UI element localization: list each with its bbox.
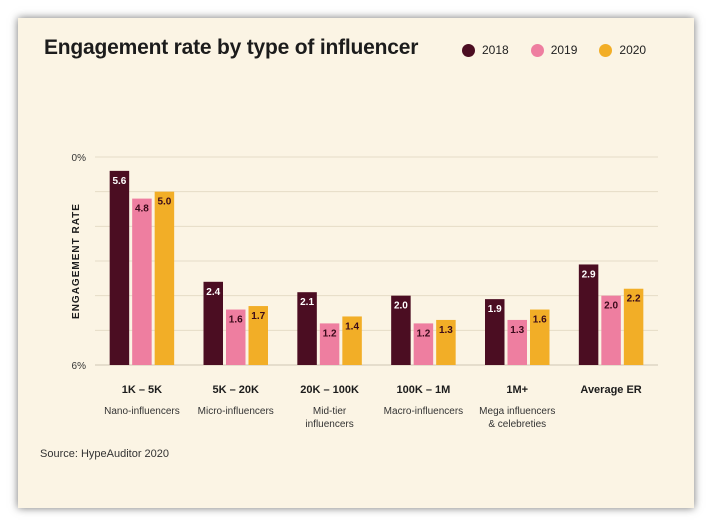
bar-2019 <box>507 319 527 365</box>
bar-value-label: 1.3 <box>439 325 453 336</box>
x-category-sublabel: Mid-tier <box>313 406 347 417</box>
x-category-label: 1K – 5K <box>122 384 162 396</box>
legend-swatch <box>599 43 613 57</box>
x-category-label: 100K – 1M <box>397 384 451 396</box>
chart-card <box>18 18 694 508</box>
bar-2019 <box>601 295 621 365</box>
legend-item-2020: 2020 <box>599 43 646 57</box>
bar-2020 <box>154 191 175 365</box>
bar-2019 <box>132 198 152 365</box>
bar-2020 <box>530 309 550 365</box>
bar-value-label: 5.6 <box>112 176 126 187</box>
x-category-sublabel: influencers <box>305 419 353 430</box>
legend-swatch <box>530 43 544 57</box>
bar-2019 <box>226 309 246 365</box>
legend-label: 2019 <box>550 43 578 57</box>
y-tick-label: 6% <box>72 361 87 372</box>
bar-value-label: 2.1 <box>300 297 314 308</box>
bar-value-label: 2.2 <box>627 294 641 305</box>
legend-item-2018: 2018 <box>462 43 509 57</box>
bar-2018 <box>203 281 223 365</box>
x-category-label: Average ER <box>580 384 641 396</box>
bar-2020 <box>623 288 644 365</box>
y-tick-label: 0% <box>72 153 87 164</box>
bar-value-label: 1.2 <box>416 328 430 339</box>
chart-source: Source: HypeAuditor 2020 <box>40 448 170 460</box>
legend-swatch <box>462 43 475 57</box>
legend-item-2019: 2019 <box>530 43 578 57</box>
bar-2020 <box>248 306 268 365</box>
bar-value-label: 1.3 <box>510 325 524 336</box>
x-category-label: 1M+ <box>506 384 528 396</box>
x-category-label: 20K – 100K <box>300 384 359 396</box>
x-category-sublabel: Mega influencers <box>479 406 555 417</box>
legend-label: 2020 <box>619 43 647 57</box>
bar-value-label: 1.4 <box>345 321 359 332</box>
bar-2018 <box>109 170 130 365</box>
chart-legend: 2018 2019 2020 <box>462 43 646 57</box>
chart-title: Engagement rate by type of influencer <box>44 36 419 59</box>
bar-value-label: 5.0 <box>157 197 171 208</box>
legend-label: 2018 <box>482 43 509 57</box>
bar-2018 <box>391 295 411 365</box>
bar-value-label: 1.6 <box>533 315 547 326</box>
bar-value-label: 1.7 <box>251 311 265 322</box>
bar-2019 <box>413 323 434 365</box>
bar-value-label: 4.8 <box>135 204 149 215</box>
x-category-sublabel: Micro-influencers <box>198 406 274 417</box>
x-category-sublabel: & celebreties <box>488 419 546 430</box>
bar-2020 <box>436 319 456 365</box>
bar-2018 <box>297 292 317 365</box>
bar-value-label: 2.0 <box>394 301 408 312</box>
bar-value-label: 1.6 <box>229 315 243 326</box>
x-category-sublabel: Nano-influencers <box>104 406 180 417</box>
bar-2018 <box>485 299 505 365</box>
bar-2019 <box>319 323 340 365</box>
bar-value-label: 1.2 <box>323 328 337 339</box>
bar-value-label: 2.0 <box>604 301 618 312</box>
x-category-label: 5K – 20K <box>213 384 260 396</box>
bar-2018 <box>578 264 599 365</box>
bar-value-label: 2.9 <box>582 269 596 280</box>
bar-value-label: 2.4 <box>206 287 220 298</box>
bar-2020 <box>342 316 362 365</box>
x-category-sublabel: Macro-influencers <box>384 406 463 417</box>
y-axis-title: ENGAGEMENT RATE <box>71 203 82 319</box>
bar-value-label: 1.9 <box>488 304 502 315</box>
